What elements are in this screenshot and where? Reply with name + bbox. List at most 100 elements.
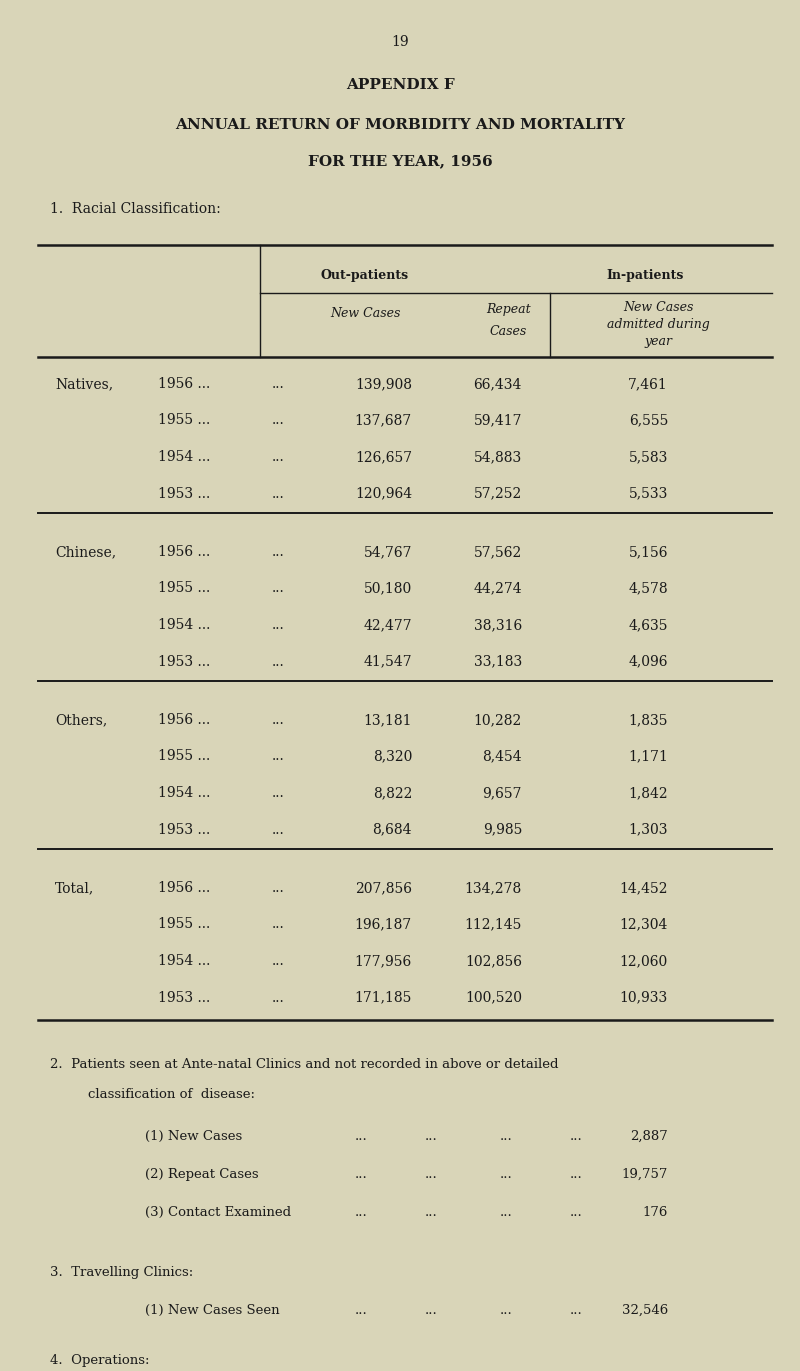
Text: 1953 ...: 1953 ... xyxy=(158,487,210,500)
Text: ...: ... xyxy=(272,414,285,428)
Text: 6,555: 6,555 xyxy=(629,414,668,428)
Text: 177,956: 177,956 xyxy=(354,954,412,968)
Text: 1,835: 1,835 xyxy=(629,713,668,727)
Text: 7,461: 7,461 xyxy=(628,377,668,391)
Text: 19,757: 19,757 xyxy=(622,1168,668,1180)
Text: Cases: Cases xyxy=(490,325,526,339)
Text: 33,183: 33,183 xyxy=(474,654,522,669)
Text: ...: ... xyxy=(272,713,285,727)
Text: ...: ... xyxy=(570,1304,582,1316)
Text: 5,156: 5,156 xyxy=(629,546,668,559)
Text: 196,187: 196,187 xyxy=(354,917,412,931)
Text: ...: ... xyxy=(272,654,285,669)
Text: Repeat: Repeat xyxy=(486,303,530,315)
Text: 1,842: 1,842 xyxy=(628,786,668,801)
Text: 38,316: 38,316 xyxy=(474,618,522,632)
Text: ...: ... xyxy=(272,581,285,595)
Text: 44,274: 44,274 xyxy=(474,581,522,595)
Text: (1) New Cases Seen: (1) New Cases Seen xyxy=(145,1304,280,1316)
Text: In-patients: In-patients xyxy=(606,269,684,282)
Text: ...: ... xyxy=(425,1130,438,1142)
Text: APPENDIX F: APPENDIX F xyxy=(346,78,454,92)
Text: 139,908: 139,908 xyxy=(355,377,412,391)
Text: ...: ... xyxy=(272,750,285,764)
Text: 14,452: 14,452 xyxy=(619,882,668,895)
Text: classification of  disease:: classification of disease: xyxy=(88,1087,255,1101)
Text: 57,252: 57,252 xyxy=(474,487,522,500)
Text: 207,856: 207,856 xyxy=(355,882,412,895)
Text: ...: ... xyxy=(500,1304,513,1316)
Text: 1953 ...: 1953 ... xyxy=(158,823,210,836)
Text: 10,933: 10,933 xyxy=(620,990,668,1005)
Text: 1953 ...: 1953 ... xyxy=(158,654,210,669)
Text: ...: ... xyxy=(272,377,285,391)
Text: 1956 ...: 1956 ... xyxy=(158,713,210,727)
Text: (2) Repeat Cases: (2) Repeat Cases xyxy=(145,1168,258,1180)
Text: ...: ... xyxy=(425,1205,438,1219)
Text: 42,477: 42,477 xyxy=(363,618,412,632)
Text: ...: ... xyxy=(500,1168,513,1180)
Text: (3) Contact Examined: (3) Contact Examined xyxy=(145,1205,291,1219)
Text: 50,180: 50,180 xyxy=(364,581,412,595)
Text: Chinese,: Chinese, xyxy=(55,546,116,559)
Text: 1956 ...: 1956 ... xyxy=(158,546,210,559)
Text: 13,181: 13,181 xyxy=(363,713,412,727)
Text: 1954 ...: 1954 ... xyxy=(158,618,210,632)
Text: 1954 ...: 1954 ... xyxy=(158,450,210,463)
Text: Total,: Total, xyxy=(55,882,94,895)
Text: ...: ... xyxy=(272,823,285,836)
Text: 1954 ...: 1954 ... xyxy=(158,786,210,801)
Text: 32,546: 32,546 xyxy=(622,1304,668,1316)
Text: 12,060: 12,060 xyxy=(620,954,668,968)
Text: ...: ... xyxy=(570,1168,582,1180)
Text: 137,687: 137,687 xyxy=(354,414,412,428)
Text: 4,635: 4,635 xyxy=(629,618,668,632)
Text: 5,583: 5,583 xyxy=(629,450,668,463)
Text: 171,185: 171,185 xyxy=(354,990,412,1005)
Text: ...: ... xyxy=(425,1304,438,1316)
Text: Out-patients: Out-patients xyxy=(321,269,409,282)
Text: 8,684: 8,684 xyxy=(373,823,412,836)
Text: New Cases: New Cases xyxy=(623,302,693,314)
Text: 134,278: 134,278 xyxy=(465,882,522,895)
Text: ...: ... xyxy=(272,917,285,931)
Text: 126,657: 126,657 xyxy=(355,450,412,463)
Text: 1956 ...: 1956 ... xyxy=(158,882,210,895)
Text: ...: ... xyxy=(272,882,285,895)
Text: ...: ... xyxy=(500,1205,513,1219)
Text: ...: ... xyxy=(355,1130,368,1142)
Text: 1955 ...: 1955 ... xyxy=(158,414,210,428)
Text: ...: ... xyxy=(570,1130,582,1142)
Text: ...: ... xyxy=(272,786,285,801)
Text: 54,767: 54,767 xyxy=(363,546,412,559)
Text: 102,856: 102,856 xyxy=(465,954,522,968)
Text: ...: ... xyxy=(272,487,285,500)
Text: (1) New Cases: (1) New Cases xyxy=(145,1130,242,1142)
Text: 59,417: 59,417 xyxy=(474,414,522,428)
Text: 1953 ...: 1953 ... xyxy=(158,990,210,1005)
Text: 57,562: 57,562 xyxy=(474,546,522,559)
Text: FOR THE YEAR, 1956: FOR THE YEAR, 1956 xyxy=(308,154,492,169)
Text: ANNUAL RETURN OF MORBIDITY AND MORTALITY: ANNUAL RETURN OF MORBIDITY AND MORTALITY xyxy=(175,118,625,132)
Text: 8,454: 8,454 xyxy=(482,750,522,764)
Text: 54,883: 54,883 xyxy=(474,450,522,463)
Text: 19: 19 xyxy=(391,36,409,49)
Text: 1955 ...: 1955 ... xyxy=(158,917,210,931)
Text: 9,657: 9,657 xyxy=(482,786,522,801)
Text: 9,985: 9,985 xyxy=(482,823,522,836)
Text: 2,887: 2,887 xyxy=(630,1130,668,1142)
Text: 1955 ...: 1955 ... xyxy=(158,581,210,595)
Text: 12,304: 12,304 xyxy=(620,917,668,931)
Text: New Cases: New Cases xyxy=(330,307,400,319)
Text: ...: ... xyxy=(355,1205,368,1219)
Text: 4,096: 4,096 xyxy=(629,654,668,669)
Text: 41,547: 41,547 xyxy=(363,654,412,669)
Text: 1956 ...: 1956 ... xyxy=(158,377,210,391)
Text: 2.  Patients seen at Ante-natal Clinics and not recorded in above or detailed: 2. Patients seen at Ante-natal Clinics a… xyxy=(50,1057,558,1071)
Text: 1954 ...: 1954 ... xyxy=(158,954,210,968)
Text: admitted during: admitted during xyxy=(606,318,710,330)
Text: ...: ... xyxy=(500,1130,513,1142)
Text: 100,520: 100,520 xyxy=(465,990,522,1005)
Text: 112,145: 112,145 xyxy=(465,917,522,931)
Text: 176: 176 xyxy=(642,1205,668,1219)
